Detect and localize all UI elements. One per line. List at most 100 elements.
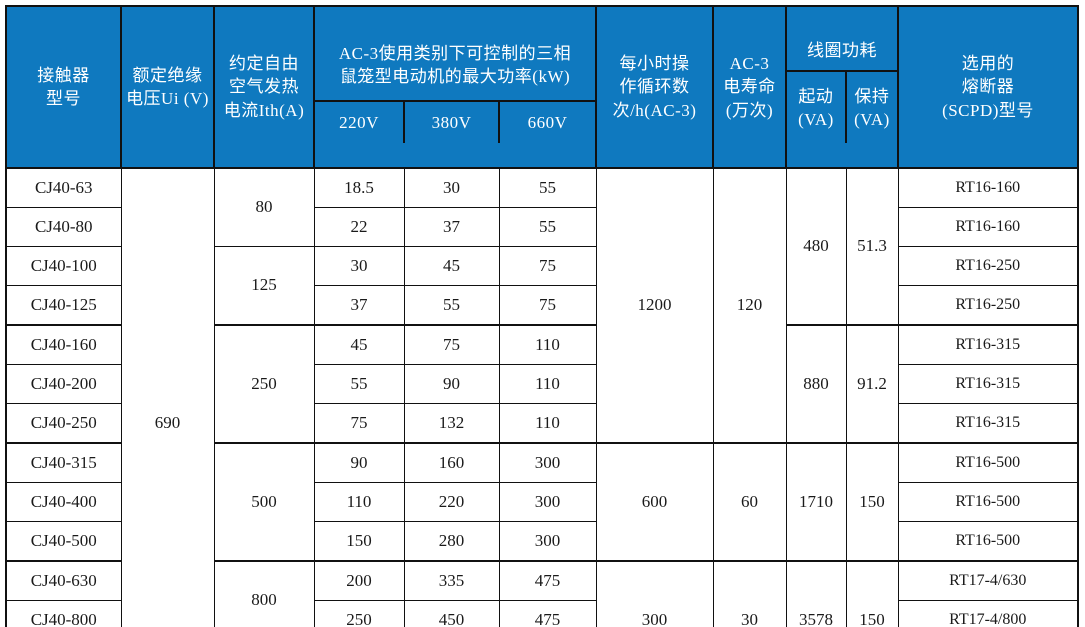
thermal-current-cell: 800 (213, 559, 315, 627)
header-power-group: AC-3使用类别下可控制的三相 鼠笼型电动机的最大功率(kW) 220V 380… (313, 5, 597, 169)
power-380-cell: 45 (403, 245, 500, 286)
model-cell: CJ40-63 (5, 167, 122, 208)
thermal-current-cell: 250 (213, 323, 315, 444)
insulation-voltage-cell: 690 (120, 167, 215, 627)
power-220-cell: 200 (313, 559, 405, 601)
power-380-cell: 220 (403, 481, 500, 522)
header-coil-group-label: 线圈功耗 (807, 40, 877, 60)
table-row: CJ40-80 22 37 55 RT16-160 (5, 206, 1079, 247)
power-220-cell: 55 (313, 363, 405, 404)
header-row: 接触器 型号 额定绝缘 电压Ui (V) 约定自由 空气发热 电流Ith(A) … (5, 5, 1079, 169)
model-cell: CJ40-200 (5, 363, 122, 404)
power-380-cell: 75 (403, 323, 500, 365)
table-body: CJ40-63 690 80 18.5 30 55 1200 120 480 5… (5, 167, 1079, 627)
model-cell: CJ40-250 (5, 402, 122, 444)
power-660-cell: 475 (498, 559, 597, 601)
model-cell: CJ40-800 (5, 599, 122, 627)
table-row: CJ40-125 37 55 75 RT16-250 (5, 284, 1079, 326)
thermal-current-cell: 80 (213, 167, 315, 247)
power-380-cell: 280 (403, 520, 500, 562)
model-cell: CJ40-125 (5, 284, 122, 326)
table-row: CJ40-100 125 30 45 75 RT16-250 (5, 245, 1079, 326)
table-row: CJ40-500 150 280 300 RT16-500 (5, 520, 1079, 562)
power-380-cell: 37 (403, 206, 500, 247)
power-660-cell: 110 (498, 363, 597, 404)
fuse-cell: RT16-250 (897, 245, 1079, 286)
fuse-cell: RT16-250 (897, 284, 1079, 326)
header-coil-start: 起动 (VA) (798, 86, 834, 129)
coil-start-cell: 1710 (785, 441, 847, 562)
header-electrical-life: AC-3 电寿命 (万次) (712, 5, 787, 169)
header-fuse: 选用的 熔断器 (SCPD)型号 (897, 5, 1079, 169)
thermal-current-cell: 500 (213, 441, 315, 562)
power-660-cell: 300 (498, 441, 597, 483)
coil-hold-cell: 150 (845, 441, 899, 562)
power-220-cell: 37 (313, 284, 405, 326)
power-220-cell: 150 (313, 520, 405, 562)
fuse-cell: RT16-500 (897, 441, 1079, 483)
model-cell: CJ40-80 (5, 206, 122, 247)
life-cell: 120 (712, 167, 787, 444)
power-660-cell: 75 (498, 245, 597, 286)
power-220-cell: 75 (313, 402, 405, 444)
header-coil-group: 线圈功耗 起动 (VA) 保持 (VA) (785, 5, 899, 169)
table-row: CJ40-200 55 90 110 RT16-315 (5, 363, 1079, 404)
power-220-cell: 30 (313, 245, 405, 286)
power-220-cell: 110 (313, 481, 405, 522)
fuse-cell: RT16-315 (897, 363, 1079, 404)
table-header: 接触器 型号 额定绝缘 电压Ui (V) 约定自由 空气发热 电流Ith(A) … (5, 5, 1079, 169)
power-660-cell: 475 (498, 599, 597, 627)
model-cell: CJ40-160 (5, 323, 122, 365)
power-380-cell: 90 (403, 363, 500, 404)
power-660-cell: 75 (498, 284, 597, 326)
fuse-cell: RT17-4/800 (897, 599, 1079, 627)
header-220v: 220V (339, 113, 379, 133)
coil-hold-cell: 91.2 (845, 323, 899, 444)
power-group-wrap: AC-3使用类别下可控制的三相 鼠笼型电动机的最大功率(kW) 220V 380… (315, 30, 595, 144)
life-cell: 30 (712, 559, 787, 627)
model-cell: CJ40-400 (5, 481, 122, 522)
model-cell: CJ40-100 (5, 245, 122, 286)
fuse-cell: RT16-160 (897, 167, 1079, 208)
power-220-cell: 90 (313, 441, 405, 483)
power-380-cell: 160 (403, 441, 500, 483)
power-380-cell: 30 (403, 167, 500, 208)
table-row: CJ40-630 800 200 335 475 300 30 3578 150… (5, 559, 1079, 627)
coil-group-wrap: 线圈功耗 起动 (VA) 保持 (VA) (787, 30, 897, 144)
header-insulation-voltage: 额定绝缘 电压Ui (V) (120, 5, 215, 169)
header-power-group-label: AC-3使用类别下可控制的三相 鼠笼型电动机的最大功率(kW) (338, 44, 572, 87)
model-cell: CJ40-500 (5, 520, 122, 562)
power-380-cell: 450 (403, 599, 500, 627)
power-subheader-row: 220V 380V 660V (315, 100, 595, 144)
fuse-cell: RT17-4/630 (897, 559, 1079, 601)
power-380-cell: 132 (403, 402, 500, 444)
power-660-cell: 300 (498, 481, 597, 522)
table-row: CJ40-160 250 45 75 110 880 91.2 RT16-315 (5, 323, 1079, 444)
coil-hold-cell: 51.3 (845, 167, 899, 326)
power-660-cell: 300 (498, 520, 597, 562)
power-220-cell: 250 (313, 599, 405, 627)
cycles-cell: 300 (595, 559, 714, 627)
power-220-cell: 45 (313, 323, 405, 365)
coil-start-cell: 3578 (785, 559, 847, 627)
header-model: 接触器 型号 (5, 5, 122, 169)
power-660-cell: 110 (498, 323, 597, 365)
header-thermal-current: 约定自由 空气发热 电流Ith(A) (213, 5, 315, 169)
power-380-cell: 335 (403, 559, 500, 601)
fuse-cell: RT16-500 (897, 481, 1079, 522)
fuse-cell: RT16-160 (897, 206, 1079, 247)
power-220-cell: 22 (313, 206, 405, 247)
model-cell: CJ40-315 (5, 441, 122, 483)
model-cell: CJ40-630 (5, 559, 122, 601)
power-380-cell: 55 (403, 284, 500, 326)
coil-subheader-row: 起动 (VA) 保持 (VA) (787, 70, 897, 144)
power-220-cell: 18.5 (313, 167, 405, 208)
header-coil-hold: 保持 (VA) (844, 72, 897, 144)
header-cycles: 每小时操 作循环数 次/h(AC-3) (595, 5, 714, 169)
header-660v: 660V (498, 102, 595, 144)
thermal-current-cell: 125 (213, 245, 315, 326)
life-cell: 60 (712, 441, 787, 562)
power-660-cell: 55 (498, 167, 597, 208)
fuse-cell: RT16-500 (897, 520, 1079, 562)
